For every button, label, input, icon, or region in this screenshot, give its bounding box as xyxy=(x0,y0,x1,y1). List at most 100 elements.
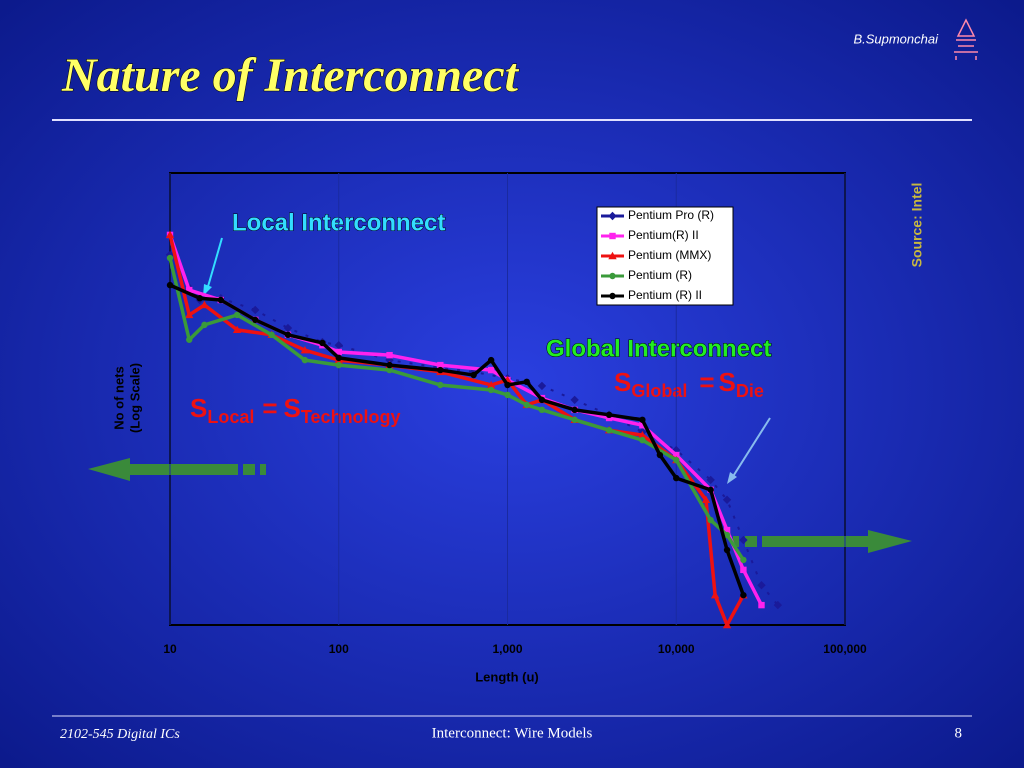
marker xyxy=(335,354,342,362)
marker xyxy=(300,345,310,354)
marker xyxy=(233,311,241,319)
eq-part: Technology xyxy=(301,407,401,427)
marker xyxy=(437,381,444,389)
page-number: 8 xyxy=(955,725,963,741)
marker xyxy=(268,331,275,339)
x-tick-label: 1,000 xyxy=(492,642,522,656)
legend-label: Pentium (R) xyxy=(628,268,692,282)
marker xyxy=(185,310,194,319)
legend-label: Pentium Pro (R) xyxy=(628,208,714,222)
marker xyxy=(166,281,174,289)
marker xyxy=(217,296,224,304)
marker xyxy=(706,475,715,485)
marker xyxy=(710,590,720,599)
eq-part: S xyxy=(284,393,301,423)
marker xyxy=(722,495,732,504)
marker xyxy=(487,356,495,364)
marker xyxy=(608,251,617,260)
marker xyxy=(186,286,193,294)
x-axis-label: Length (u) xyxy=(475,669,539,684)
footer-course: 2102-545 Digital ICs xyxy=(60,727,180,742)
legend: Pentium Pro (R) Pentium(R) II Pentium (MMX… xyxy=(596,206,734,306)
marker xyxy=(740,591,747,599)
marker xyxy=(386,361,393,369)
marker xyxy=(437,361,444,369)
marker xyxy=(639,416,646,423)
marker xyxy=(773,600,783,610)
marker xyxy=(319,339,326,347)
source-note: Source: Intel xyxy=(909,183,925,268)
y-axis-label: No of nets (Log Scale) xyxy=(111,363,142,433)
marker xyxy=(487,386,495,394)
x-tick-label: 10 xyxy=(163,642,177,656)
marker xyxy=(487,366,495,374)
marker xyxy=(252,316,259,324)
marker xyxy=(758,601,765,609)
marker xyxy=(386,351,393,359)
marker xyxy=(251,305,260,315)
author: B.Supmonchai xyxy=(853,31,939,46)
marker xyxy=(707,486,714,494)
marker xyxy=(639,422,646,429)
eq-part: Local xyxy=(207,407,254,427)
marker xyxy=(538,396,546,404)
marker xyxy=(386,366,393,374)
legend-label: Pentium (MMX) xyxy=(628,248,711,262)
legend-label: Pentium (R) II xyxy=(628,288,702,302)
y-axis-label-line: (Log Scale) xyxy=(127,363,142,433)
marker xyxy=(609,232,616,240)
global-equation: SGlobal = SDie xyxy=(614,367,764,401)
marker xyxy=(609,292,616,300)
local-equation: SLocal = STechnology xyxy=(190,393,401,427)
logo xyxy=(954,18,978,60)
marker xyxy=(283,323,293,333)
marker xyxy=(523,378,530,386)
eq-part: Global xyxy=(631,381,687,401)
marker xyxy=(186,336,193,343)
scope-arrows xyxy=(88,458,912,553)
marker xyxy=(701,495,711,503)
marker xyxy=(723,526,731,534)
marker xyxy=(232,325,242,334)
marker xyxy=(722,620,732,629)
marker xyxy=(571,416,578,423)
x-tick-label: 100 xyxy=(329,642,349,656)
marker xyxy=(470,371,477,379)
marker xyxy=(609,272,616,280)
marker xyxy=(334,341,343,350)
marker xyxy=(537,381,547,391)
global-label: Global Interconnect xyxy=(546,335,771,362)
series-line xyxy=(169,283,746,596)
marker xyxy=(166,254,174,262)
marker xyxy=(504,381,511,389)
marker xyxy=(196,295,203,302)
marker xyxy=(523,401,530,409)
eq-part: = xyxy=(699,367,714,397)
slide-title: Nature of Interconnect xyxy=(61,49,520,102)
eq-part: S xyxy=(190,393,207,423)
marker xyxy=(707,516,714,524)
eq-part: = xyxy=(262,393,277,423)
marker xyxy=(570,395,579,405)
marker xyxy=(673,451,680,459)
x-tick-label: 100,000 xyxy=(823,642,867,656)
marker xyxy=(571,406,578,414)
marker xyxy=(740,556,747,564)
marker xyxy=(673,456,680,464)
marker xyxy=(486,380,496,389)
marker xyxy=(538,406,546,414)
eq-part: S xyxy=(614,367,631,397)
marker xyxy=(608,211,617,221)
marker xyxy=(740,566,747,574)
marker xyxy=(739,535,748,545)
footer-topic: Interconnect: Wire Models xyxy=(432,725,593,741)
marker xyxy=(437,366,444,374)
marker xyxy=(335,361,342,369)
marker xyxy=(757,581,766,590)
marker xyxy=(504,391,511,399)
series-line xyxy=(168,257,745,561)
marker xyxy=(201,321,208,329)
marker xyxy=(638,430,647,439)
eq-part: Die xyxy=(736,381,764,401)
